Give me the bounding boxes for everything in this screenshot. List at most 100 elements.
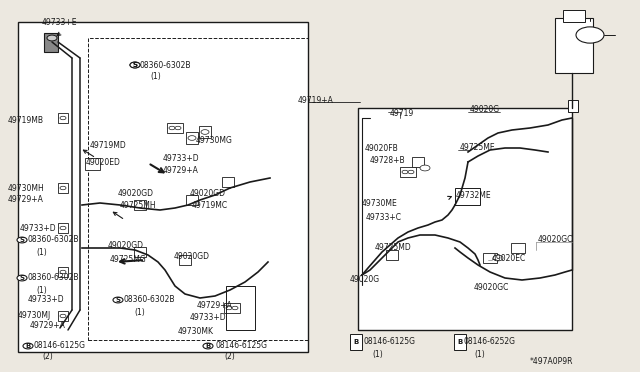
Bar bbox=[222, 177, 234, 187]
Text: B: B bbox=[458, 339, 463, 345]
Bar bbox=[483, 253, 497, 263]
Text: 49729+A: 49729+A bbox=[197, 301, 233, 310]
Bar bbox=[555, 18, 593, 73]
Text: (1): (1) bbox=[474, 350, 484, 359]
Bar bbox=[511, 243, 525, 253]
Text: 49729+A: 49729+A bbox=[30, 321, 66, 330]
Text: (2): (2) bbox=[42, 352, 52, 360]
Bar bbox=[18, 22, 308, 352]
Text: B: B bbox=[205, 343, 211, 349]
Bar bbox=[226, 286, 255, 330]
Text: S: S bbox=[115, 297, 120, 303]
Text: 49725MG: 49725MG bbox=[110, 256, 147, 264]
Text: 49020GC: 49020GC bbox=[538, 235, 573, 244]
Bar bbox=[58, 311, 68, 321]
Text: 49729+A: 49729+A bbox=[8, 196, 44, 205]
Bar bbox=[386, 250, 398, 260]
Text: 49719MC: 49719MC bbox=[192, 202, 228, 211]
Circle shape bbox=[23, 343, 33, 349]
Text: 49730MG: 49730MG bbox=[196, 135, 233, 144]
Bar bbox=[179, 255, 191, 265]
Text: 08146-6125G: 08146-6125G bbox=[363, 337, 415, 346]
Text: 49733+E: 49733+E bbox=[42, 17, 77, 26]
Text: B: B bbox=[26, 343, 31, 349]
Text: (1): (1) bbox=[36, 285, 47, 295]
Bar bbox=[85, 158, 100, 170]
Circle shape bbox=[203, 343, 213, 349]
Circle shape bbox=[17, 275, 27, 281]
Circle shape bbox=[402, 170, 408, 174]
Bar bbox=[400, 167, 416, 177]
Circle shape bbox=[226, 306, 232, 310]
Text: 49729+A: 49729+A bbox=[163, 166, 199, 174]
Text: 49725MH: 49725MH bbox=[120, 202, 157, 211]
Circle shape bbox=[408, 170, 414, 174]
Text: (1): (1) bbox=[36, 247, 47, 257]
Circle shape bbox=[351, 339, 361, 345]
Text: 49719: 49719 bbox=[390, 109, 414, 118]
Circle shape bbox=[60, 186, 66, 190]
Bar bbox=[454, 334, 466, 350]
Text: 49020GD: 49020GD bbox=[108, 241, 144, 250]
Text: 49730MH: 49730MH bbox=[8, 183, 45, 192]
Text: 49730MK: 49730MK bbox=[178, 327, 214, 336]
Text: 49733+D: 49733+D bbox=[20, 224, 56, 232]
Text: 08360-6302B: 08360-6302B bbox=[28, 273, 79, 282]
Bar bbox=[199, 126, 211, 138]
Circle shape bbox=[493, 255, 503, 261]
Bar bbox=[455, 188, 480, 205]
Text: (1): (1) bbox=[150, 71, 161, 80]
Text: (1): (1) bbox=[134, 308, 145, 317]
Text: 08146-6125G: 08146-6125G bbox=[34, 341, 86, 350]
Circle shape bbox=[47, 35, 57, 41]
Circle shape bbox=[188, 136, 196, 140]
Bar bbox=[568, 100, 578, 112]
Circle shape bbox=[60, 226, 66, 230]
Circle shape bbox=[420, 165, 430, 171]
Circle shape bbox=[60, 314, 66, 318]
Bar bbox=[58, 223, 68, 233]
Text: 49728+B: 49728+B bbox=[370, 155, 406, 164]
Bar bbox=[186, 195, 198, 205]
Bar bbox=[134, 200, 146, 210]
Text: 49020EC: 49020EC bbox=[492, 253, 526, 263]
Text: 49020GC: 49020GC bbox=[474, 282, 509, 292]
Bar bbox=[134, 247, 146, 257]
Circle shape bbox=[455, 339, 465, 345]
Text: 49719+A: 49719+A bbox=[298, 96, 334, 105]
Circle shape bbox=[130, 62, 140, 68]
Text: 49719MD: 49719MD bbox=[90, 141, 127, 150]
Text: 49733+C: 49733+C bbox=[366, 212, 402, 221]
Text: S: S bbox=[132, 62, 138, 68]
Bar bbox=[412, 157, 424, 167]
Text: (2): (2) bbox=[224, 352, 235, 360]
Bar bbox=[58, 267, 68, 277]
Bar bbox=[58, 183, 68, 193]
Text: 49020ED: 49020ED bbox=[86, 157, 121, 167]
Circle shape bbox=[232, 306, 238, 310]
Text: S: S bbox=[19, 237, 24, 243]
Circle shape bbox=[169, 126, 175, 130]
Text: 49733+D: 49733+D bbox=[190, 314, 227, 323]
Text: 49020FB: 49020FB bbox=[365, 144, 399, 153]
Text: 49730MJ: 49730MJ bbox=[18, 311, 51, 321]
Text: (1): (1) bbox=[372, 350, 383, 359]
Circle shape bbox=[60, 270, 66, 274]
Text: S: S bbox=[132, 62, 138, 68]
Bar bbox=[167, 123, 183, 133]
Circle shape bbox=[201, 130, 209, 134]
Text: 49020GD: 49020GD bbox=[118, 189, 154, 198]
Bar bbox=[88, 38, 308, 340]
Text: 49733+D: 49733+D bbox=[28, 295, 65, 305]
Bar bbox=[563, 10, 585, 22]
Circle shape bbox=[130, 62, 140, 68]
Bar bbox=[186, 132, 198, 144]
Text: 49725ME: 49725ME bbox=[460, 142, 495, 151]
Circle shape bbox=[175, 126, 181, 130]
Text: 08360-6302B: 08360-6302B bbox=[28, 235, 79, 244]
Text: B: B bbox=[353, 339, 358, 345]
Text: 49733+D: 49733+D bbox=[163, 154, 200, 163]
Bar bbox=[224, 303, 240, 313]
Text: 08360-6302B: 08360-6302B bbox=[140, 61, 191, 70]
Text: 49020G: 49020G bbox=[350, 276, 380, 285]
